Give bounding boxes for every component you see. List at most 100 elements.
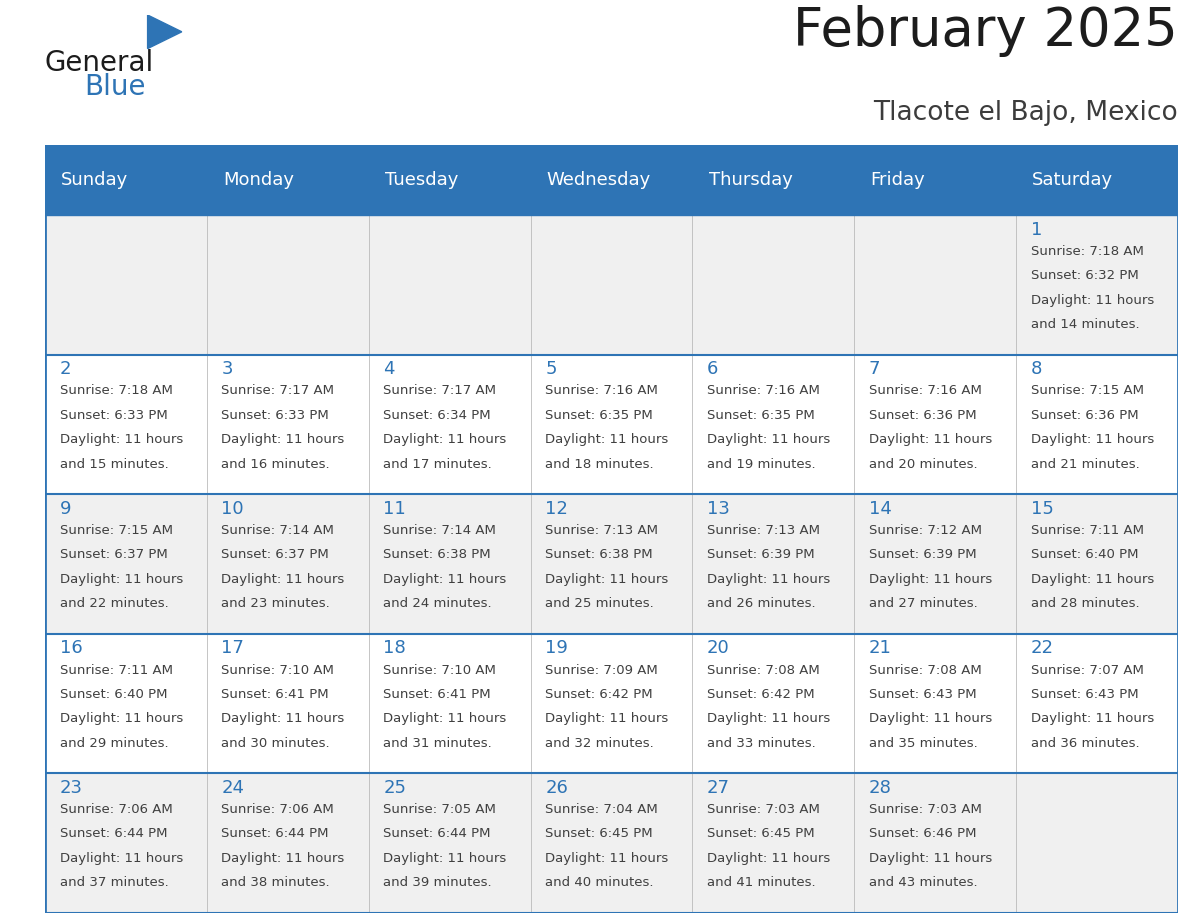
Bar [207,774,368,913]
Text: Sunset: 6:35 PM: Sunset: 6:35 PM [707,409,815,422]
Bar [45,774,207,913]
Text: Sunrise: 7:14 AM: Sunrise: 7:14 AM [384,524,497,537]
Text: Wednesday: Wednesday [546,171,651,189]
Text: Sunset: 6:43 PM: Sunset: 6:43 PM [1031,688,1138,701]
Text: Monday: Monday [223,171,295,189]
Text: Sunrise: 7:04 AM: Sunrise: 7:04 AM [545,803,658,816]
Bar [693,634,854,774]
Bar [207,145,368,216]
Text: and 18 minutes.: and 18 minutes. [545,458,653,471]
Text: and 21 minutes.: and 21 minutes. [1031,458,1139,471]
Bar [854,355,1016,495]
Bar [693,355,854,495]
Bar [854,145,1016,216]
Bar [531,495,693,634]
Text: Sunset: 6:35 PM: Sunset: 6:35 PM [545,409,653,422]
Text: 28: 28 [868,778,892,797]
Text: Sunday: Sunday [62,171,128,189]
Bar [1016,355,1178,495]
Text: Sunrise: 7:17 AM: Sunrise: 7:17 AM [384,385,497,397]
Text: Daylight: 11 hours: Daylight: 11 hours [868,852,992,865]
Text: February 2025: February 2025 [794,5,1178,57]
Text: 21: 21 [868,639,892,657]
Text: Friday: Friday [871,171,925,189]
Text: Tlacote el Bajo, Mexico: Tlacote el Bajo, Mexico [873,99,1178,126]
Text: Daylight: 11 hours: Daylight: 11 hours [707,573,830,586]
Text: Sunrise: 7:18 AM: Sunrise: 7:18 AM [1031,245,1144,258]
Bar [368,216,531,355]
Text: Sunrise: 7:10 AM: Sunrise: 7:10 AM [384,664,497,677]
Text: Sunrise: 7:10 AM: Sunrise: 7:10 AM [221,664,334,677]
Text: Tuesday: Tuesday [385,171,459,189]
Text: 24: 24 [221,778,245,797]
Text: and 31 minutes.: and 31 minutes. [384,737,492,750]
Text: and 35 minutes.: and 35 minutes. [868,737,978,750]
Text: Sunset: 6:40 PM: Sunset: 6:40 PM [1031,548,1138,562]
Text: 26: 26 [545,778,568,797]
Bar [1016,145,1178,216]
Text: Sunrise: 7:06 AM: Sunrise: 7:06 AM [59,803,172,816]
Bar [854,774,1016,913]
Text: Thursday: Thursday [708,171,792,189]
Bar [854,216,1016,355]
Text: Sunset: 6:39 PM: Sunset: 6:39 PM [707,548,815,562]
Text: and 14 minutes.: and 14 minutes. [1031,319,1139,331]
Bar [693,774,854,913]
Text: Sunset: 6:39 PM: Sunset: 6:39 PM [868,548,977,562]
Text: 27: 27 [707,778,729,797]
Text: 20: 20 [707,639,729,657]
Text: and 37 minutes.: and 37 minutes. [59,877,169,890]
Text: 9: 9 [59,499,71,518]
Text: Sunrise: 7:14 AM: Sunrise: 7:14 AM [221,524,334,537]
Text: and 36 minutes.: and 36 minutes. [1031,737,1139,750]
Text: and 33 minutes.: and 33 minutes. [707,737,816,750]
Text: Daylight: 11 hours: Daylight: 11 hours [59,852,183,865]
Text: and 43 minutes.: and 43 minutes. [868,877,978,890]
Bar [531,145,693,216]
Text: Sunset: 6:33 PM: Sunset: 6:33 PM [59,409,168,422]
Text: Daylight: 11 hours: Daylight: 11 hours [545,573,669,586]
Text: Sunrise: 7:08 AM: Sunrise: 7:08 AM [707,664,820,677]
Text: Daylight: 11 hours: Daylight: 11 hours [707,852,830,865]
Text: Daylight: 11 hours: Daylight: 11 hours [384,852,506,865]
Text: Daylight: 11 hours: Daylight: 11 hours [221,852,345,865]
Text: Sunrise: 7:11 AM: Sunrise: 7:11 AM [1031,524,1144,537]
Text: 15: 15 [1031,499,1054,518]
Bar [854,495,1016,634]
Text: and 26 minutes.: and 26 minutes. [707,598,816,610]
Bar [693,495,854,634]
Text: 12: 12 [545,499,568,518]
Text: Daylight: 11 hours: Daylight: 11 hours [221,573,345,586]
Bar [531,774,693,913]
Text: and 23 minutes.: and 23 minutes. [221,598,330,610]
Text: Sunset: 6:38 PM: Sunset: 6:38 PM [384,548,491,562]
Text: and 25 minutes.: and 25 minutes. [545,598,653,610]
Text: 25: 25 [384,778,406,797]
Text: Sunset: 6:43 PM: Sunset: 6:43 PM [868,688,977,701]
Text: Sunset: 6:36 PM: Sunset: 6:36 PM [868,409,977,422]
Text: Sunset: 6:42 PM: Sunset: 6:42 PM [707,688,815,701]
Text: Sunrise: 7:17 AM: Sunrise: 7:17 AM [221,385,335,397]
Text: Daylight: 11 hours: Daylight: 11 hours [384,712,506,725]
Text: 11: 11 [384,499,406,518]
Bar [368,355,531,495]
Text: Daylight: 11 hours: Daylight: 11 hours [707,712,830,725]
Text: Sunrise: 7:16 AM: Sunrise: 7:16 AM [545,385,658,397]
Bar [693,216,854,355]
Text: Sunset: 6:40 PM: Sunset: 6:40 PM [59,688,168,701]
Text: Sunset: 6:41 PM: Sunset: 6:41 PM [221,688,329,701]
Text: Sunrise: 7:03 AM: Sunrise: 7:03 AM [707,803,820,816]
Text: Sunset: 6:42 PM: Sunset: 6:42 PM [545,688,652,701]
Text: Sunset: 6:33 PM: Sunset: 6:33 PM [221,409,329,422]
Text: 10: 10 [221,499,244,518]
Text: 8: 8 [1031,360,1042,378]
Text: Daylight: 11 hours: Daylight: 11 hours [59,433,183,446]
Text: and 16 minutes.: and 16 minutes. [221,458,330,471]
Text: and 22 minutes.: and 22 minutes. [59,598,169,610]
Text: Sunrise: 7:06 AM: Sunrise: 7:06 AM [221,803,334,816]
Text: Sunrise: 7:16 AM: Sunrise: 7:16 AM [868,385,981,397]
Text: and 38 minutes.: and 38 minutes. [221,877,330,890]
Text: Daylight: 11 hours: Daylight: 11 hours [707,433,830,446]
Text: Sunset: 6:36 PM: Sunset: 6:36 PM [1031,409,1138,422]
Text: and 17 minutes.: and 17 minutes. [384,458,492,471]
